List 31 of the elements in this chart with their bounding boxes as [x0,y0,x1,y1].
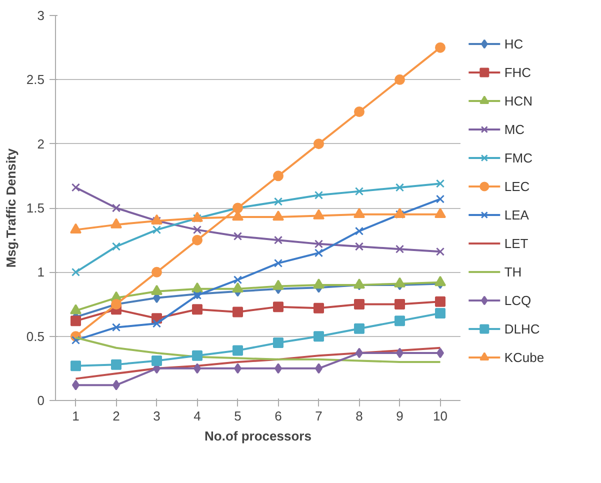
x-tick-label: 5 [234,408,242,424]
x-axis-title: No.of processors [204,428,312,444]
y-tick-label: 1.5 [26,200,45,216]
legend-label: MC [504,122,525,137]
x-tick-label: 8 [356,408,363,424]
legend-label: DLHC [504,322,540,336]
legend-label: KCube [504,350,544,365]
x-tick-label: 3 [153,408,160,424]
x-tick-label: 4 [194,408,201,424]
x-tick-label: 7 [315,408,322,424]
legend-label: LEA [504,208,530,222]
legend-label: LCQ [504,293,532,308]
x-tick-label: 10 [433,408,448,424]
legend-label: HCN [504,94,533,108]
y-tick-label: 2.5 [26,72,45,88]
x-tick-label: 1 [72,408,80,424]
y-tick-label: 1 [37,264,45,280]
y-tick-label: 2 [37,136,45,152]
y-tick-label: 3 [37,8,45,23]
legend-label: LEC [504,179,530,194]
x-tick-label: 9 [396,408,404,424]
legend-label: FMC [504,150,533,166]
x-tick-label: 6 [274,408,282,424]
y-tick-label: 0 [37,393,45,408]
x-tick-label: 2 [112,408,120,424]
y-tick-label: 0.5 [26,328,45,344]
legend-label: FHC [504,65,532,80]
y-axis-title: Msg.Traffic Density [3,148,18,268]
legend-label: LET [504,236,528,251]
legend-label: TH [504,264,522,280]
legend-label: HC [504,36,524,52]
